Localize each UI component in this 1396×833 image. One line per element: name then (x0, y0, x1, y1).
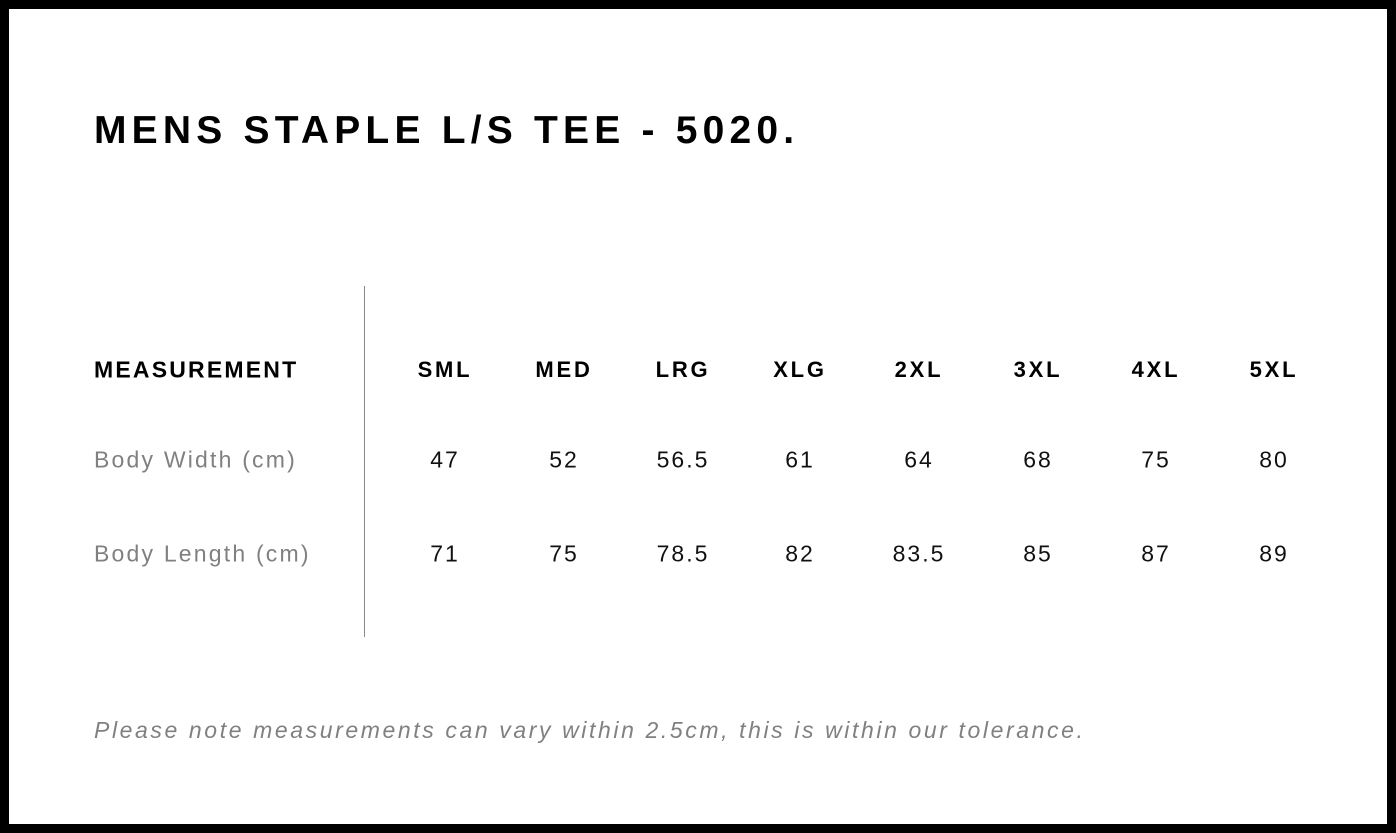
column-header-size: MED (535, 357, 593, 382)
table-cell: 83.5 (892, 540, 946, 567)
column-header-size: 5XL (1249, 357, 1299, 382)
table-cell: 75 (1141, 446, 1171, 473)
column-header-size: LRG (655, 357, 711, 382)
table-cell: 85 (1023, 540, 1053, 567)
table-cell: 64 (904, 446, 934, 473)
table-cell: 80 (1259, 446, 1289, 473)
page-title: MENS STAPLE L/S TEE - 5020. (94, 109, 800, 152)
table-cell: 56.5 (656, 446, 710, 473)
tolerance-note: Please note measurements can vary within… (94, 717, 1086, 743)
table-cell: 75 (549, 540, 579, 567)
table-cell: 61 (785, 446, 815, 473)
table-cell: 89 (1259, 540, 1289, 567)
table-cell: 52 (549, 446, 579, 473)
column-header-size: XLG (773, 357, 827, 382)
table-cell: 82 (785, 540, 815, 567)
row-label: Body Width (cm) (94, 446, 297, 473)
table-cell: 87 (1141, 540, 1171, 567)
column-divider (364, 286, 365, 637)
table-cell: 78.5 (656, 540, 710, 567)
table-cell: 47 (430, 446, 460, 473)
table-cell: 71 (430, 540, 460, 567)
column-header-size: 3XL (1013, 357, 1063, 382)
column-header-size: 4XL (1131, 357, 1181, 382)
size-chart-sheet: MENS STAPLE L/S TEE - 5020. MEASUREMENT S… (9, 9, 1387, 824)
column-header-size: 2XL (894, 357, 944, 382)
column-header-size: SML (417, 357, 473, 382)
header-measurement: MEASUREMENT (94, 356, 299, 383)
table-cell: 68 (1023, 446, 1053, 473)
row-label: Body Length (cm) (94, 540, 311, 567)
